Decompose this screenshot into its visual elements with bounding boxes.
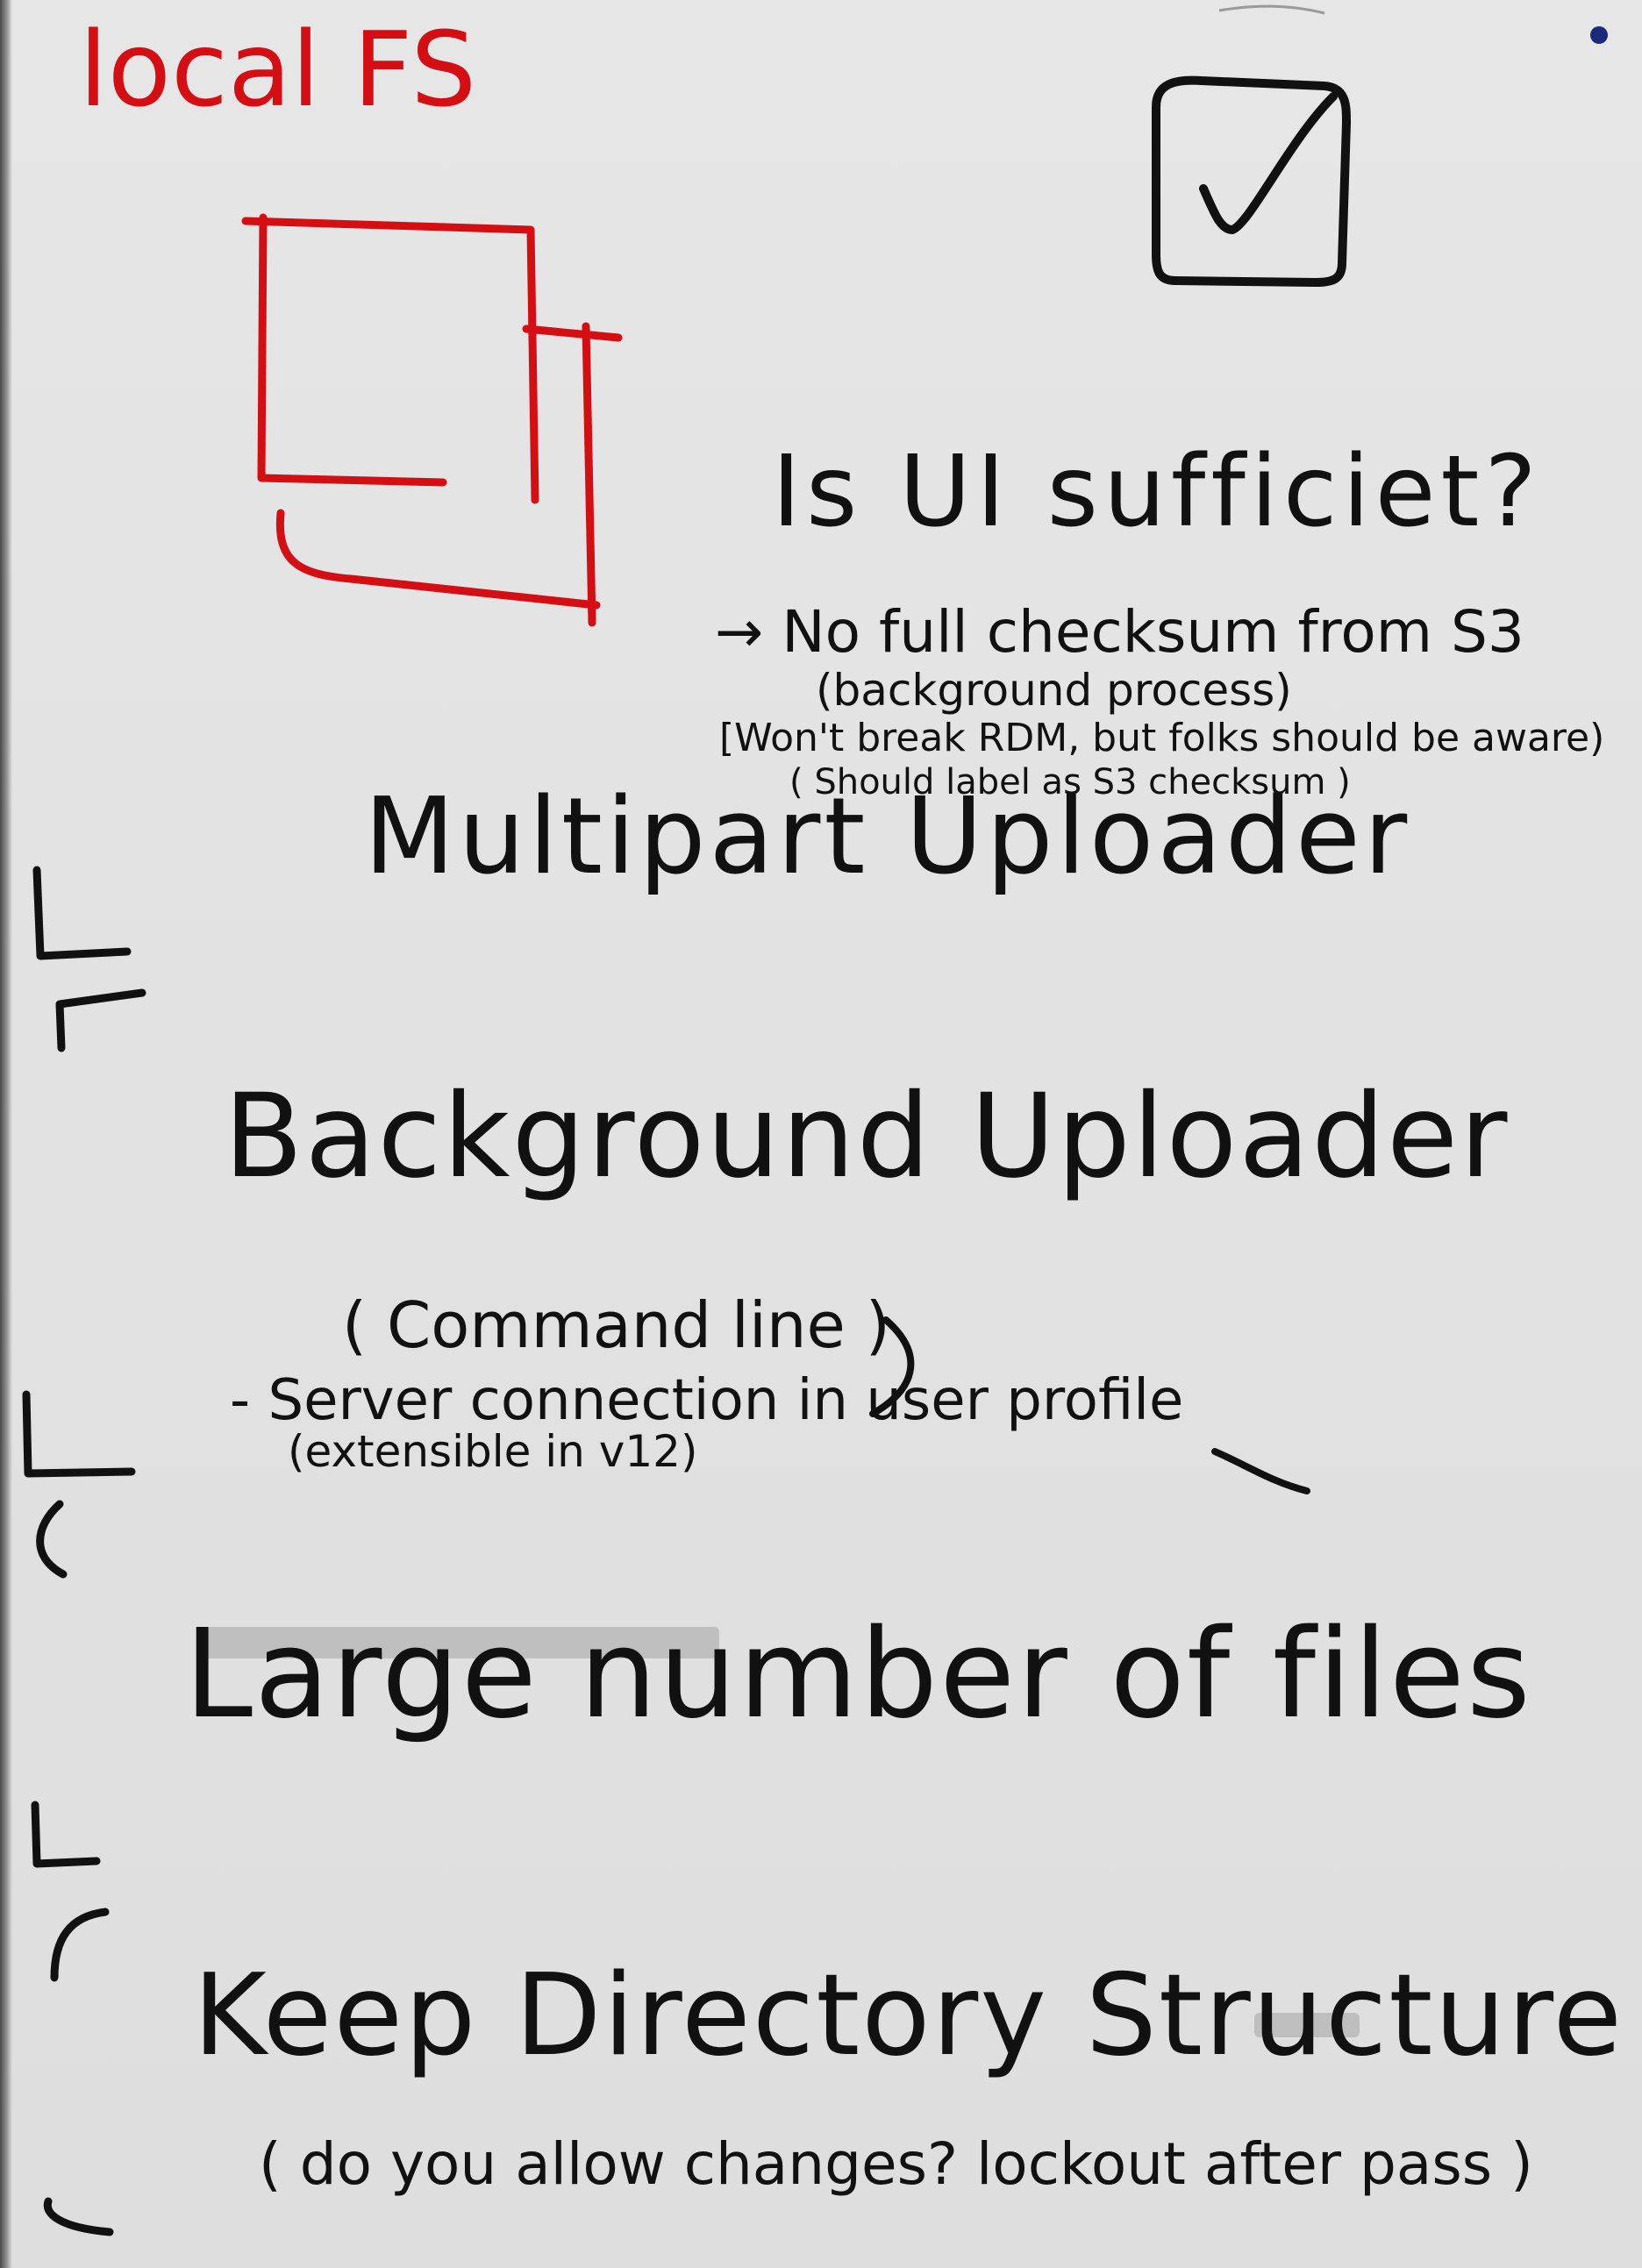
question-ui-sufficient: Is UI sufficiet?: [772, 435, 1542, 549]
bracket-marker-icon: [22, 866, 146, 2236]
board-edge: [0, 0, 12, 2268]
heading-multipart-uploader: Multipart Uploader: [364, 776, 1411, 898]
note-background-process: (background process): [816, 665, 1292, 716]
checkbox-checked-icon: [1152, 75, 1351, 287]
erased-smudge: [202, 1627, 719, 1658]
erased-smudge: [1254, 2013, 1360, 2037]
stacked-windows-icon: [241, 213, 623, 627]
note-allow-changes: ( do you allow changes? lockout after pa…: [259, 2130, 1533, 2198]
underline-stroke: [1211, 1448, 1310, 1494]
note-command-line: ( Command line ): [342, 1288, 890, 1362]
paren-stroke: [869, 1316, 915, 1417]
heading-background-uploader: Background Uploader: [224, 1069, 1510, 1204]
note-extensible: (extensible in v12): [288, 1426, 698, 1477]
note-rdm: [Won't break RDM, but folks should be aw…: [719, 716, 1605, 760]
magnet-icon: [1590, 26, 1608, 44]
title-local-fs: local FS: [79, 9, 477, 130]
heading-keep-directory-structure: Keep Directory Structure: [193, 1951, 1624, 2081]
note-label-s3: ( Should label as S3 checksum ): [789, 762, 1351, 802]
board-scuff-marks: [1218, 4, 1325, 15]
note-server-connection: - Server connection in user profile: [230, 1368, 1184, 1433]
note-checksum: → No full checksum from S3: [715, 598, 1524, 666]
heading-large-number-of-files: Large number of files: [184, 1603, 1532, 1746]
